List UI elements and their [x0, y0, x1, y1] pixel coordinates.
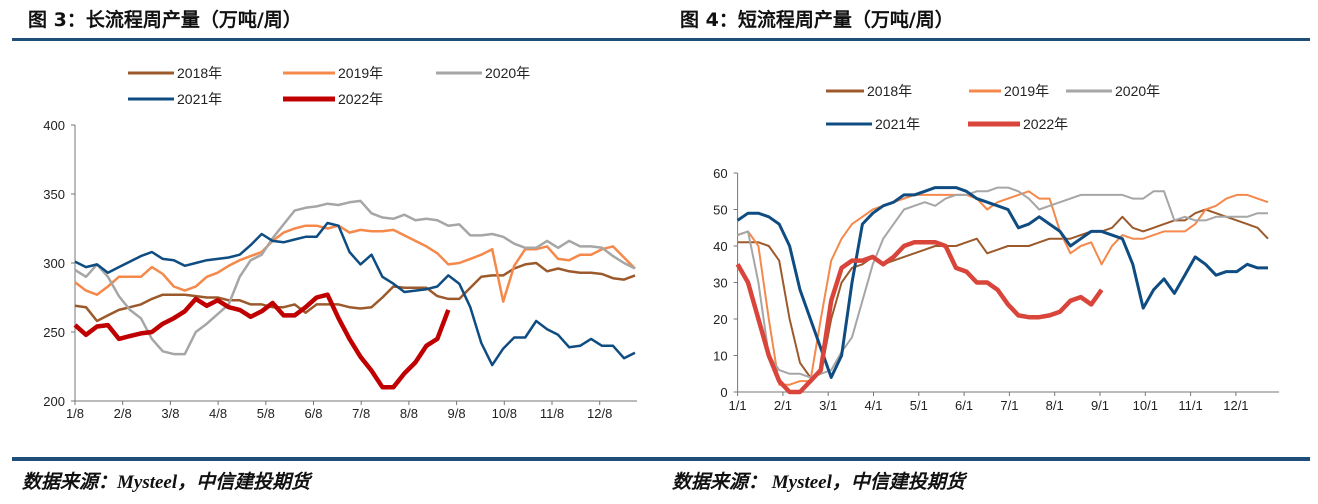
x-tick-label: 11/1 [1178, 398, 1202, 413]
x-tick-label: 3/1 [819, 398, 837, 413]
legend-label: 2020年 [485, 65, 530, 81]
x-tick-label: 12/8 [587, 406, 612, 421]
left-chart: 200 250 300 350 400 1/8 2/8 3/8 4/8 5/8 6/8 7/8 8/8 9… [43, 65, 637, 421]
x-tick-label: 12/1 [1223, 398, 1248, 413]
legend-label: 2021年 [875, 116, 920, 132]
y-tick-label: 0 [720, 385, 727, 400]
y-tick-label: 300 [43, 256, 65, 271]
left-chart-title: 图 3：长流程周产量（万吨/周） [28, 8, 302, 31]
x-tick-label: 9/1 [1091, 398, 1109, 413]
series-line-2020 [737, 186, 1268, 379]
x-tick-label: 1/8 [66, 406, 84, 421]
top-rule [12, 38, 1310, 41]
left-source-note: 数据来源：Mysteel，中信建投期货 [22, 471, 313, 493]
series-line-2018 [74, 261, 636, 323]
legend-label: 2022年 [1023, 116, 1068, 132]
y-tick-label: 10 [713, 349, 727, 364]
y-tick-label: 200 [43, 394, 65, 409]
bottom-rule [12, 457, 1310, 461]
y-tick-label: 350 [43, 187, 65, 202]
x-tick-label: 4/1 [864, 398, 882, 413]
x-tick-label: 5/8 [257, 406, 275, 421]
legend-label: 2019年 [1004, 83, 1049, 99]
x-tick-label: 5/1 [910, 398, 928, 413]
legend-label: 2022年 [338, 91, 383, 107]
y-tick-label: 60 [713, 166, 727, 181]
x-tick-label: 2/8 [114, 406, 132, 421]
x-tick-label: 6/1 [955, 398, 973, 413]
x-tick-label: 11/8 [540, 406, 564, 421]
x-tick-label: 7/1 [1000, 398, 1018, 413]
series-line-2021 [74, 221, 636, 367]
x-tick-label: 6/8 [304, 406, 322, 421]
legend-label: 2018年 [867, 83, 912, 99]
legend-label: 2018年 [177, 65, 222, 81]
x-tick-label: 4/8 [209, 406, 227, 421]
x-tick-label: 7/8 [352, 406, 370, 421]
x-tick-label: 1/1 [729, 398, 747, 413]
right-chart-title: 图 4：短流程周产量（万吨/周） [680, 8, 954, 31]
series-line-2020 [74, 199, 636, 356]
x-tick-label: 2/1 [774, 398, 792, 413]
legend-label: 2020年 [1115, 83, 1160, 99]
series-line-2019 [737, 190, 1269, 386]
right-chart: 0 10 20 30 40 50 60 1/1 2/1 3/1 4/1 5/1 6/1 7/1 8/1 9/1… [713, 83, 1279, 413]
y-tick-label: 400 [43, 118, 65, 133]
legend-label: 2021年 [177, 91, 222, 107]
right-source-note: 数据来源： Mysteel，中信建投期货 [672, 471, 968, 493]
series-line-2021 [736, 186, 1268, 379]
y-tick-label: 30 [713, 276, 727, 291]
x-tick-label: 8/8 [400, 406, 418, 421]
series-line-2019 [74, 224, 636, 303]
x-tick-label: 9/8 [448, 406, 466, 421]
series-line-2022 [735, 240, 1104, 395]
x-tick-label: 3/8 [161, 406, 179, 421]
series-line-2022 [73, 292, 451, 390]
x-tick-label: 10/8 [492, 406, 517, 421]
x-tick-label: 10/1 [1133, 398, 1158, 413]
y-tick-label: 250 [43, 325, 65, 340]
legend-label: 2019年 [338, 65, 383, 81]
y-tick-label: 50 [713, 203, 727, 218]
x-tick-label: 8/1 [1046, 398, 1064, 413]
y-tick-label: 40 [713, 239, 727, 254]
y-tick-label: 20 [713, 312, 727, 327]
